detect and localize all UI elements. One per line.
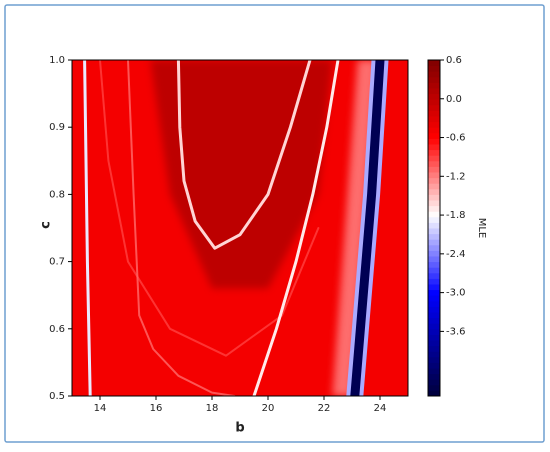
colorbar-band	[428, 222, 440, 229]
plot-border	[71, 59, 409, 397]
axes: 14 16 18 20 22 24 0.5 0.6 0.7 0.8 0.9 1.0 0.6 0.0 -0.6…	[49, 55, 465, 414]
colorbar-band	[428, 166, 440, 173]
colorbar-band	[428, 71, 440, 78]
colorbar-band	[428, 261, 440, 268]
colorbar-tick-label: 0.6	[446, 55, 462, 66]
x-tick-label: 14	[94, 403, 107, 414]
colorbar-band	[428, 250, 440, 257]
colorbar-band	[428, 340, 440, 347]
colorbar-band	[428, 110, 440, 117]
y-tick-label: 0.6	[49, 324, 65, 335]
colorbar-band	[428, 334, 440, 341]
colorbar-band	[428, 104, 440, 111]
y-tick-label: 0.9	[49, 122, 65, 133]
colorbar-tick-label: -3.0	[446, 288, 466, 299]
colorbar-band	[428, 323, 440, 330]
colorbar-band	[428, 205, 440, 212]
colorbar-band	[428, 362, 440, 369]
colorbar-band	[428, 211, 440, 218]
colorbar-tick-label: -1.8	[446, 210, 466, 221]
colorbar-band	[428, 99, 440, 106]
colorbar-tick-label: -0.6	[446, 133, 466, 144]
colorbar-band	[428, 368, 440, 375]
contour-region	[332, 60, 378, 396]
colorbar-band	[428, 256, 440, 263]
y-tick-label: 0.7	[49, 257, 65, 268]
colorbar-band	[428, 239, 440, 246]
colorbar-border	[427, 59, 441, 397]
colorbar-band	[428, 88, 440, 95]
colorbar-band	[428, 284, 440, 291]
colorbar-band	[428, 149, 440, 156]
contour-line	[252, 60, 340, 396]
colorbar-band	[428, 379, 440, 386]
colorbar-band	[428, 289, 440, 296]
colorbar-band	[428, 60, 440, 67]
x-tick-label: 18	[206, 403, 219, 414]
colorbar-band	[428, 216, 440, 223]
colorbar-band	[428, 312, 440, 319]
x-tick-label: 22	[318, 403, 331, 414]
colorbar-band	[428, 132, 440, 139]
contour-line	[127, 60, 236, 396]
colorbar-band	[428, 233, 440, 240]
colorbar-band	[428, 177, 440, 184]
y-axis-label: c	[39, 221, 54, 229]
contour-line	[350, 60, 385, 396]
x-tick-label: 24	[374, 403, 387, 414]
colorbar-band	[428, 244, 440, 251]
screenshot-frame	[4, 4, 545, 443]
colorbar-band	[428, 188, 440, 195]
colorbar-band	[428, 345, 440, 352]
colorbar-band	[428, 278, 440, 285]
contour-region	[150, 60, 333, 289]
colorbar-band	[428, 121, 440, 128]
colorbar-band	[428, 93, 440, 100]
colorbar-tick-label: -1.2	[446, 171, 466, 182]
y-tick-label: 0.5	[49, 391, 65, 402]
y-tick-label: 1.0	[49, 55, 65, 66]
y-tick-label: 0.8	[49, 189, 65, 200]
colorbar-band	[428, 172, 440, 179]
colorbar-band	[428, 116, 440, 123]
colorbar-band	[428, 306, 440, 313]
plot-area	[72, 60, 408, 396]
colorbar-band	[428, 272, 440, 279]
contour-line	[83, 60, 92, 396]
colorbar-band	[428, 82, 440, 89]
colorbar-band	[428, 295, 440, 302]
colorbar-band	[428, 267, 440, 274]
colorbar-tick-label: 0.0	[446, 94, 462, 105]
colorbar-band	[428, 384, 440, 391]
colorbar-band	[428, 228, 440, 235]
colorbar-band	[428, 138, 440, 145]
colorbar-band	[428, 356, 440, 363]
colorbar-band	[428, 390, 440, 397]
x-axis-label: b	[235, 421, 244, 436]
contour-line	[99, 60, 320, 357]
colorbar-tick-label: -2.4	[446, 249, 466, 260]
colorbar-band	[428, 200, 440, 207]
colorbar-band	[428, 144, 440, 151]
colorbar-band	[428, 76, 440, 83]
colorbar-band	[428, 194, 440, 201]
colorbar-band	[428, 183, 440, 190]
colorbar-tick-label: -3.6	[446, 326, 466, 337]
contour-line	[176, 60, 312, 250]
colorbar-band	[428, 328, 440, 335]
x-tick-label: 16	[150, 403, 163, 414]
colorbar-band	[428, 160, 440, 167]
colorbar-label: MLE	[476, 218, 487, 239]
colorbar-band	[428, 317, 440, 324]
colorbar-band	[428, 373, 440, 380]
colorbar-band	[428, 65, 440, 72]
colorbar-band	[428, 127, 440, 134]
colorbar-band	[428, 300, 440, 307]
x-tick-label: 20	[262, 403, 275, 414]
colorbar-band	[428, 155, 440, 162]
colorbar-band	[428, 351, 440, 358]
